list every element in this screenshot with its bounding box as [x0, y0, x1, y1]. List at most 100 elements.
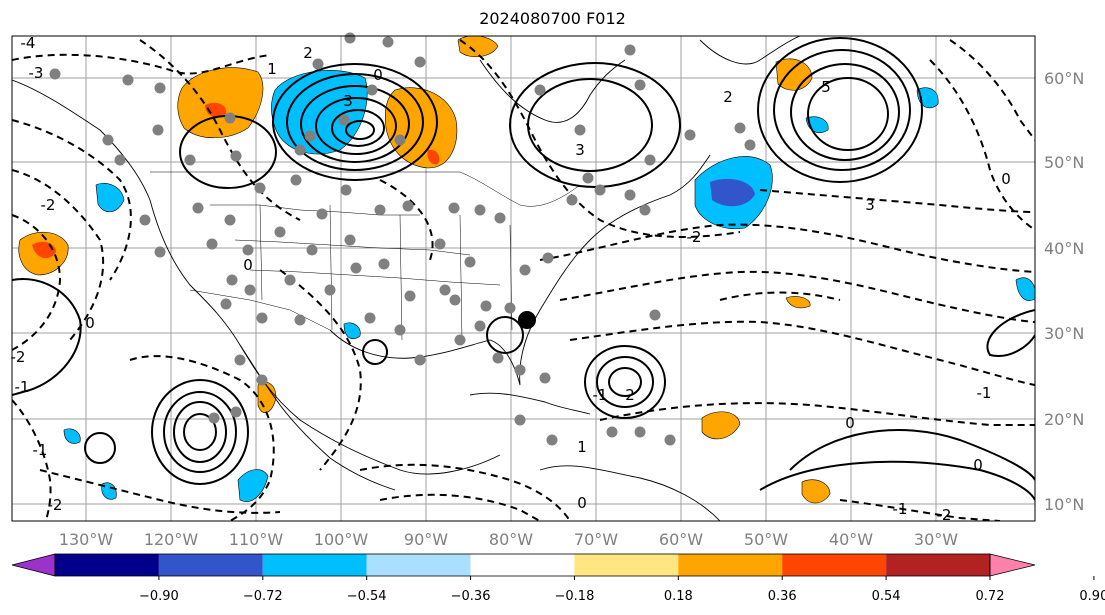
colorbar-segment [678, 554, 783, 576]
contour-label: -2 [687, 228, 702, 246]
contour-line [608, 367, 642, 397]
indigo-shade [710, 178, 755, 207]
contour-label: 0 [373, 66, 383, 84]
station-dot [254, 182, 266, 194]
station-dot [226, 274, 238, 286]
contour-line [773, 49, 911, 171]
station-dot [154, 246, 166, 258]
contour-label: -4 [21, 34, 36, 52]
station-dot [534, 84, 546, 96]
observation-stations [49, 32, 756, 446]
station-dot [324, 284, 336, 296]
contour-label: -3 [29, 64, 44, 82]
station-dot [394, 134, 406, 146]
greenland-coast [699, 36, 801, 65]
station-dot [519, 264, 531, 276]
contour-line [559, 270, 1035, 323]
station-dot [192, 202, 204, 214]
storm-center-marker [518, 311, 536, 329]
contour-line [759, 460, 1035, 501]
station-dot [504, 302, 516, 314]
contour-label: 1 [577, 438, 587, 456]
station-dot [434, 238, 446, 250]
orange-shade [785, 296, 811, 309]
colorbar-segment [55, 554, 159, 576]
contour-line [12, 214, 62, 351]
station-dot [312, 58, 324, 70]
colorbar-tick-label: 0.72 [976, 589, 1005, 604]
station-dot [514, 414, 526, 426]
contour-label: 0 [1001, 170, 1011, 188]
plot-title: 2024080700 F012 [479, 9, 626, 28]
latitude-label: 60°N [1044, 69, 1084, 88]
station-dot [152, 124, 164, 136]
contour-line [12, 169, 105, 341]
state-line [459, 214, 463, 341]
station-dot [480, 300, 492, 312]
colorbar-segment [366, 554, 471, 576]
latitude-labels: 60°N 50°N 40°N 30°N 20°N 10°N [1044, 69, 1084, 514]
contour-line [129, 355, 275, 521]
state-line [329, 204, 333, 331]
station-dot [316, 208, 328, 220]
contour-line [539, 223, 1035, 273]
contour-line [279, 269, 362, 471]
station-dot [306, 244, 318, 256]
latitude-label: 20°N [1044, 410, 1084, 429]
contour-line [286, 73, 424, 171]
longitude-label: 60°W [659, 530, 703, 549]
station-dot [382, 36, 394, 48]
station-dot [624, 189, 636, 201]
contour-label: -1 [33, 441, 48, 459]
contour-label: 0 [577, 494, 587, 512]
station-dot [664, 434, 676, 446]
contour-label: 0 [243, 256, 253, 274]
station-dot [546, 434, 558, 446]
blue-shade [343, 322, 361, 339]
contour-line [759, 189, 1035, 213]
colorbar [11, 553, 1036, 577]
station-dot [294, 144, 306, 156]
colorbar-segment [782, 554, 887, 576]
station-dot [514, 364, 526, 376]
station-dot [644, 154, 656, 166]
negative-contours [12, 39, 1035, 521]
blue-shade [95, 182, 125, 213]
contour-line [331, 109, 385, 147]
contour-line [509, 62, 681, 188]
contour-label: -1 [15, 378, 30, 396]
contour-line [359, 463, 571, 521]
longitude-labels: 130°W 120°W 110°W 100°W 90°W 80°W 70°W 60°W 50°W… [59, 530, 958, 549]
map-frame [11, 35, 1036, 522]
orange-shade [177, 67, 264, 139]
longitude-label: 90°W [404, 530, 448, 549]
station-dot [344, 234, 356, 246]
positive-contours [12, 37, 1035, 501]
contour-label: 2 [723, 88, 733, 106]
station-dot [624, 44, 636, 56]
colorbar-segment [886, 554, 990, 576]
station-dot [464, 256, 476, 268]
station-dot [364, 312, 376, 324]
station-dot [566, 194, 578, 206]
station-dot [49, 68, 61, 80]
contour-line [362, 339, 388, 365]
colorbar-segment [158, 554, 263, 576]
contour-line [183, 413, 217, 451]
contour-line [486, 316, 524, 354]
coastlines [12, 36, 801, 521]
station-dot [374, 204, 386, 216]
contour-line [84, 432, 116, 464]
longitude-label: 50°W [744, 530, 788, 549]
map-area [12, 36, 1035, 521]
contour-line [139, 39, 301, 221]
station-dot [449, 294, 461, 306]
station-dot [340, 184, 352, 196]
contour-line [39, 469, 281, 514]
station-dot [244, 284, 256, 296]
colorbar-tick-label: 0.18 [664, 589, 693, 604]
contour-label: -2 [41, 196, 56, 214]
contour-line [345, 120, 375, 140]
station-dot [224, 214, 236, 226]
station-dot [274, 226, 286, 238]
